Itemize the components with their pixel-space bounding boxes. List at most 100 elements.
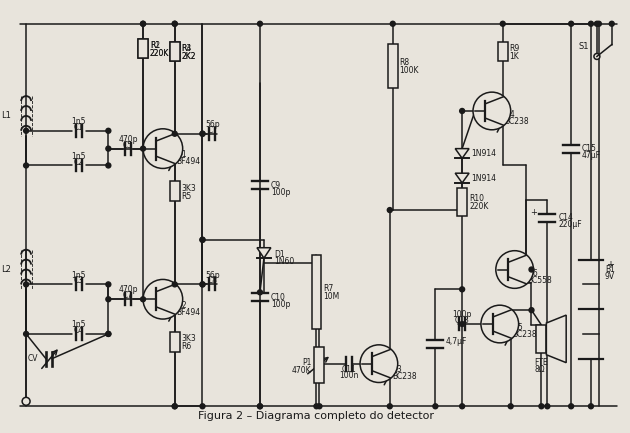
Text: C5: C5 (123, 141, 133, 150)
Circle shape (460, 287, 464, 292)
Circle shape (317, 404, 322, 409)
Circle shape (172, 21, 177, 26)
Circle shape (106, 163, 111, 168)
Circle shape (23, 331, 28, 336)
Circle shape (594, 54, 600, 59)
Text: R7: R7 (323, 284, 334, 293)
Text: 220K: 220K (469, 202, 488, 211)
Text: 56p: 56p (205, 271, 220, 280)
Circle shape (609, 21, 614, 26)
Text: C14: C14 (558, 213, 573, 223)
Circle shape (496, 251, 534, 288)
Text: C4: C4 (74, 326, 84, 335)
Circle shape (172, 282, 177, 287)
Text: BF494: BF494 (177, 157, 201, 166)
Circle shape (200, 131, 205, 136)
Text: 100p: 100p (271, 188, 290, 197)
Circle shape (143, 279, 183, 319)
Bar (170, 42, 180, 61)
Circle shape (172, 131, 177, 136)
Text: 1n5: 1n5 (71, 271, 86, 280)
Circle shape (172, 404, 177, 409)
Circle shape (597, 21, 602, 26)
Text: 10M: 10M (323, 292, 340, 301)
Bar (388, 44, 398, 88)
Text: 47µF: 47µF (582, 151, 601, 160)
Text: 100n: 100n (340, 371, 359, 379)
Text: Figura 2 – Diagrama completo do detector: Figura 2 – Diagrama completo do detector (198, 411, 435, 421)
Bar (537, 325, 546, 353)
Text: BC558: BC558 (527, 276, 553, 285)
Text: 8Ω: 8Ω (534, 365, 545, 374)
Circle shape (529, 308, 534, 313)
Text: Q5: Q5 (513, 323, 524, 333)
Text: R4: R4 (181, 44, 192, 53)
Text: Q1: Q1 (177, 150, 187, 159)
Circle shape (545, 404, 550, 409)
Bar (170, 42, 180, 61)
Text: 1N914: 1N914 (471, 174, 496, 183)
Circle shape (140, 297, 146, 302)
Circle shape (258, 404, 263, 409)
Text: R1: R1 (150, 41, 160, 50)
Text: +: + (606, 259, 614, 270)
Circle shape (588, 21, 593, 26)
Text: R10: R10 (469, 194, 484, 203)
Text: C9: C9 (271, 181, 281, 190)
Circle shape (258, 290, 263, 295)
Text: 100K: 100K (399, 66, 419, 75)
Bar (138, 39, 148, 58)
Circle shape (200, 404, 205, 409)
Text: 2K2: 2K2 (181, 52, 196, 61)
Circle shape (473, 92, 511, 130)
Text: C11: C11 (342, 365, 357, 374)
Text: BC238: BC238 (513, 330, 537, 339)
Text: C13: C13 (455, 316, 469, 325)
Circle shape (200, 282, 205, 287)
Text: 2K2: 2K2 (181, 52, 196, 61)
Bar (457, 188, 467, 216)
Text: R6: R6 (181, 343, 192, 351)
Circle shape (200, 237, 205, 242)
Text: P1: P1 (302, 358, 311, 367)
Text: C7: C7 (123, 291, 133, 301)
Bar (170, 332, 180, 352)
Text: 1K: 1K (510, 52, 520, 61)
Text: R9: R9 (510, 44, 520, 53)
Circle shape (569, 404, 573, 409)
Circle shape (200, 131, 205, 136)
Text: 1n5: 1n5 (71, 152, 86, 161)
Text: FTE: FTE (534, 358, 548, 367)
Circle shape (140, 21, 146, 26)
Circle shape (106, 331, 111, 336)
Text: 470p: 470p (118, 135, 138, 144)
Text: R2: R2 (150, 41, 160, 50)
Text: C8: C8 (207, 276, 217, 285)
Circle shape (106, 146, 111, 151)
Circle shape (140, 21, 146, 26)
Text: L2: L2 (1, 265, 11, 274)
Circle shape (460, 404, 464, 409)
Text: 3K3: 3K3 (181, 184, 197, 193)
Circle shape (500, 21, 505, 26)
Text: R8: R8 (399, 58, 410, 68)
Circle shape (433, 404, 438, 409)
Text: 1n5: 1n5 (71, 320, 86, 329)
Text: 470K: 470K (292, 365, 311, 375)
Circle shape (106, 297, 111, 302)
Text: R3: R3 (181, 44, 192, 53)
Text: C1: C1 (74, 123, 84, 132)
Circle shape (258, 404, 263, 409)
Circle shape (22, 397, 30, 405)
Text: 4,7µF: 4,7µF (445, 337, 467, 346)
Circle shape (508, 404, 513, 409)
Circle shape (172, 404, 177, 409)
Text: 56p: 56p (205, 120, 220, 129)
Text: S1: S1 (578, 42, 589, 51)
Circle shape (106, 331, 111, 336)
Text: 3K3: 3K3 (181, 334, 197, 343)
Circle shape (390, 21, 395, 26)
Text: 1N60: 1N60 (274, 257, 294, 266)
Circle shape (529, 267, 534, 272)
Circle shape (387, 404, 392, 409)
